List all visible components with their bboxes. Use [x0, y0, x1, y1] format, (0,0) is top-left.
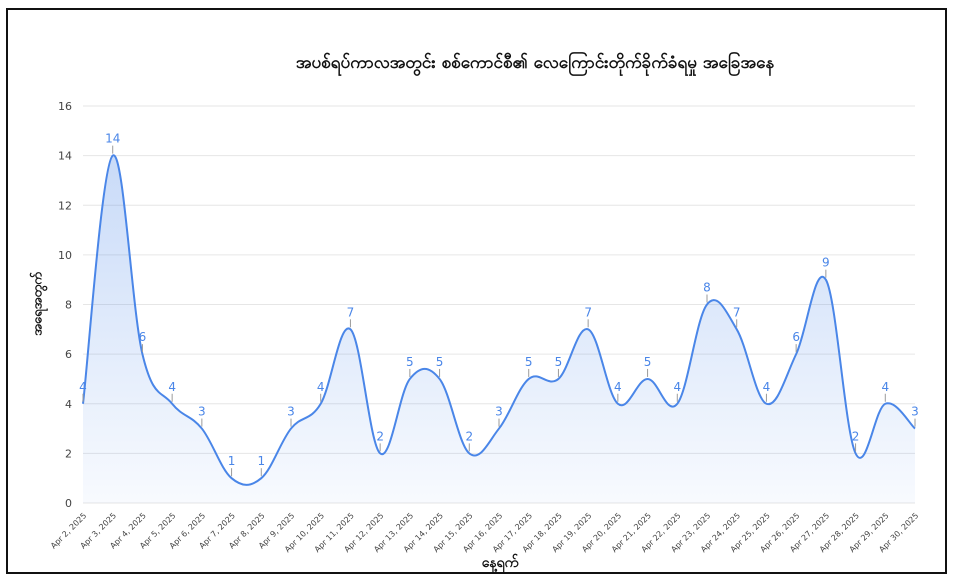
- y-tick-label: 8: [65, 299, 72, 312]
- y-tick-label: 2: [65, 447, 72, 460]
- y-tick-label: 4: [65, 398, 72, 411]
- data-label: 4: [881, 380, 889, 394]
- y-axis-ticks: 0 2 4 6 8 10 12 14 16: [58, 100, 72, 510]
- y-tick-label: 14: [58, 150, 72, 163]
- data-label: 4: [168, 380, 176, 394]
- data-label: 2: [852, 429, 860, 443]
- area-layer: [82, 154, 916, 504]
- data-label: 4: [673, 380, 681, 394]
- data-label: 7: [733, 305, 741, 319]
- data-label: 7: [347, 305, 355, 319]
- data-label: 6: [792, 330, 800, 344]
- data-label: 8: [703, 281, 711, 295]
- data-label: 4: [79, 380, 87, 394]
- data-label: 5: [555, 355, 563, 369]
- data-label: 2: [376, 429, 384, 443]
- data-label: 9: [822, 256, 830, 270]
- data-label: 4: [317, 380, 325, 394]
- data-label: 4: [763, 380, 771, 394]
- data-labels: 4 14 6 4 3 1 1 3 4 7 2 5 5 2 3 5 5 7 4 5 4 8 7 4 6 9 2 4 3: [79, 132, 919, 477]
- data-label: 3: [198, 405, 206, 419]
- y-tick-label: 10: [58, 249, 72, 262]
- data-label: 4: [614, 380, 622, 394]
- chart-title: အပစ်ရပ်ကာလအတွင်း စစ်ကောင်စီ၏ လေကြောင်းတိ…: [295, 53, 775, 73]
- data-label: 5: [406, 355, 414, 369]
- data-label: 5: [644, 355, 652, 369]
- y-tick-label: 16: [58, 100, 72, 113]
- series-line: [82, 154, 916, 486]
- y-tick-label: 6: [65, 348, 72, 361]
- data-label: 1: [228, 454, 236, 468]
- y-tick-label: 0: [65, 497, 72, 510]
- data-label: 14: [105, 132, 120, 146]
- y-tick-label: 12: [58, 199, 72, 212]
- x-axis-label: နေ့ရက်: [481, 555, 519, 571]
- data-label: 7: [584, 305, 592, 319]
- data-label: 1: [257, 454, 265, 468]
- data-label: 5: [525, 355, 533, 369]
- gridlines: [83, 105, 915, 504]
- data-label: 3: [287, 405, 295, 419]
- data-label: 5: [436, 355, 444, 369]
- area-fill: [83, 155, 915, 504]
- data-label: 3: [911, 405, 919, 419]
- data-label: 3: [495, 405, 503, 419]
- data-label: 6: [139, 330, 147, 344]
- data-label: 2: [465, 429, 473, 443]
